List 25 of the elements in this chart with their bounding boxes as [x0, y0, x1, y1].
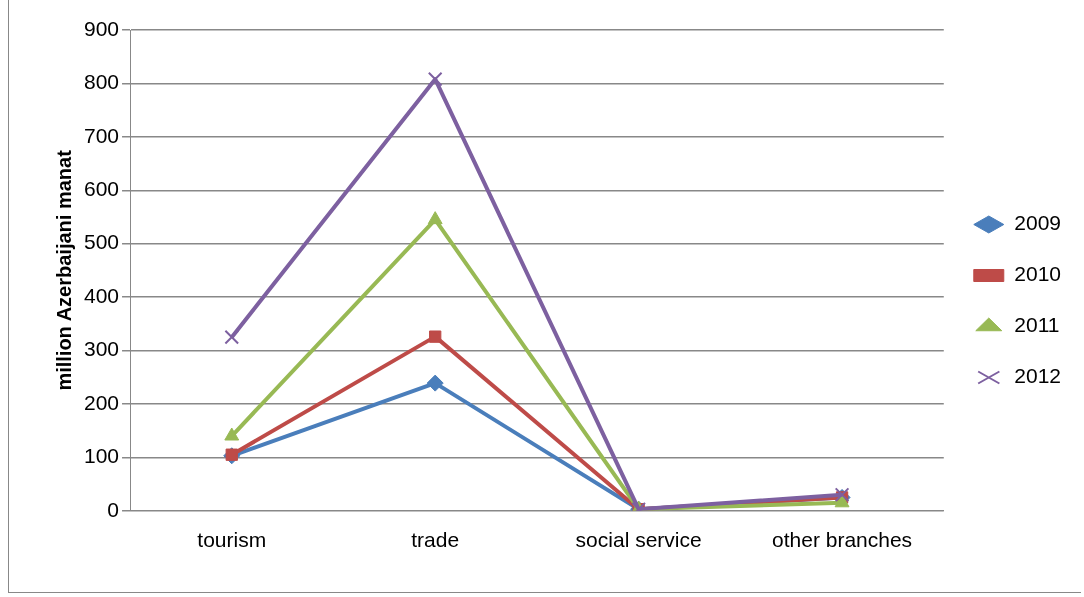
point: [427, 211, 443, 225]
point: [427, 71, 443, 87]
point: [426, 374, 444, 392]
x-tick-label: tourism: [197, 528, 267, 552]
legend-label: 2010: [1014, 262, 1061, 286]
y-tick-label: 800: [83, 70, 120, 94]
y-tick-label: 0: [107, 497, 120, 521]
y-axis-title: million Azerbaijani manat: [52, 149, 75, 391]
y-tick-label: 100: [83, 444, 120, 468]
point: [224, 427, 240, 441]
y-tick-label: 900: [83, 16, 120, 40]
x-tick-label: other branches: [772, 528, 913, 552]
x-tick-label: social service: [575, 528, 702, 552]
legend-label: 2009: [1014, 211, 1061, 235]
x-tick-label: trade: [411, 528, 460, 552]
point: [224, 329, 240, 345]
y-tick-label: 500: [83, 230, 120, 254]
point: [429, 330, 442, 343]
y-tick-label: 400: [83, 283, 120, 307]
y-tick-label: 300: [83, 337, 120, 361]
y-tick-label: 600: [83, 177, 120, 201]
y-tick-label: 700: [83, 123, 120, 147]
legend-label: 2012: [1014, 364, 1061, 388]
y-tick-label: 200: [83, 390, 120, 414]
legend-label: 2011: [1014, 313, 1060, 337]
